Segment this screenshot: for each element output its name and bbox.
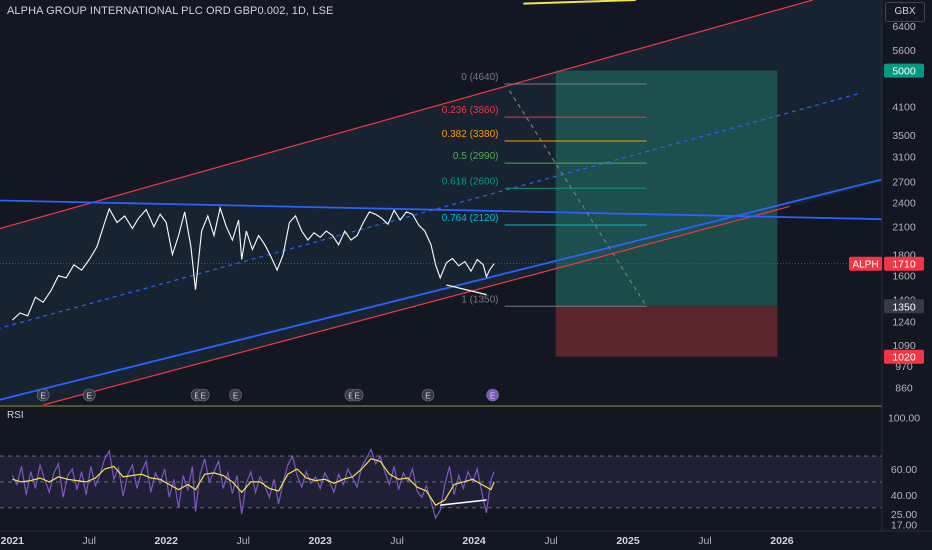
symbol-tag-bg [849,256,882,271]
time-tick-10: 2026 [770,535,794,547]
price-series-0 [11,205,495,321]
price-tick-7: 2100 [892,222,916,234]
earnings-marker-bg-1 [82,388,96,402]
earnings-marker-0: E [36,388,50,402]
price-tag-label-0: 5000 [892,66,916,78]
trendline-5 [523,0,636,5]
fib-label-4: 0.618 (2600) [442,176,499,187]
price-tick-1: 5600 [892,45,916,57]
time-tick-4: 2023 [308,535,332,547]
trendline-4 [0,178,882,401]
price-tag-bg-1 [884,256,924,271]
earnings-marker-4: E [229,388,242,402]
earnings-marker-label-7: E [425,392,430,401]
rsi-tick-2: 40.00 [891,490,917,502]
trendline-0 [0,0,813,230]
earnings-marker-7: E [421,388,435,402]
time-tick-1: Jul [83,535,96,547]
price-tag-label-2: 1350 [892,301,916,313]
trendline-1 [42,205,790,405]
earnings-marker-bg-3 [196,388,210,402]
price-tick-11: 1240 [892,317,916,329]
price-tick-6: 2400 [892,198,916,210]
time-tick-2: 2022 [155,535,179,547]
price-axis-background [882,0,932,550]
price-tag-bg-3 [884,349,924,364]
currency-button[interactable]: GBX [885,2,925,22]
rsi-tick-1: 60.00 [891,464,917,476]
price-tag-3: 1020 [884,349,924,364]
fib-label-1: 0.236 (3860) [442,105,499,116]
price-tick-4: 3100 [892,152,916,164]
fib-label-6: 1 (1350) [461,294,498,305]
price-tag-bg-2 [884,299,924,314]
price-tick-13: 970 [895,361,913,373]
rsi-pane [0,448,882,520]
price-tick-14: 860 [895,382,913,394]
trendline-7 [446,284,487,296]
fib-label-3: 0.5 (2990) [453,151,499,162]
time-tick-0: 2021 [1,535,25,547]
earnings-marker-3: E [196,388,210,402]
rsi-indicator-label: RSI [7,410,24,421]
price-tick-0: 6400 [892,21,916,33]
earnings-marker-6: E [350,388,364,402]
trendline-6 [508,90,647,307]
time-tick-8: 2025 [616,535,640,547]
fib-label-0: 0 (4640) [461,72,498,83]
price-tick-2: 4100 [892,101,916,113]
earnings-marker-label-6: E [354,392,359,401]
rsi-divergence-line [440,499,487,506]
earnings-marker-bg-8 [486,388,499,402]
earnings-marker-bg-7 [421,388,435,402]
rsi-tick-0: 100.00 [888,412,920,424]
price-tick-12: 1090 [892,340,916,352]
price-tag-label-1: 1710 [892,259,916,271]
time-tick-9: Jul [698,535,711,547]
earnings-marker-label-0: E [40,392,45,401]
price-tag-2: 1350 [884,299,924,314]
rsi-tick-4: 17.00 [891,520,917,532]
earnings-marker-bg-0 [36,388,50,402]
earnings-marker-bg-6 [350,388,364,402]
time-tick-6: 2024 [462,535,486,547]
price-tag-label-3: 1020 [892,352,916,364]
price-tag-bg-0 [884,63,924,78]
rsi-tick-3: 25.00 [891,509,917,521]
fib-label-2: 0.382 (3380) [442,129,499,140]
time-tick-3: Jul [236,535,249,547]
fib-label-5: 0.764 (2120) [442,213,499,224]
rsi-series-1 [12,458,495,507]
chart-title: ALPHA GROUP INTERNATIONAL PLC ORD GBP0.0… [7,5,334,17]
earnings-marker-label-1: E [87,392,92,401]
price-tag-0: 5000 [884,63,924,78]
price-tick-5: 2700 [892,176,916,188]
trendline-2 [0,93,860,329]
symbol-tag-label: ALPH [852,260,878,271]
earnings-marker-label-3: E [201,392,206,401]
earnings-marker-8: E [486,388,499,402]
time-tick-5: Jul [390,535,403,547]
time-tick-7: Jul [544,535,557,547]
earnings-marker-bg-4 [229,388,242,402]
price-tick-3: 3500 [892,130,916,142]
earnings-marker-label-4: E [233,392,238,401]
price-tag-1: 1710 ALPH [849,256,924,271]
price-tick-9: 1600 [892,271,916,283]
earnings-marker-label-8: E [490,392,495,401]
stop-zone [555,306,778,357]
earnings-marker-1: E [82,388,96,402]
